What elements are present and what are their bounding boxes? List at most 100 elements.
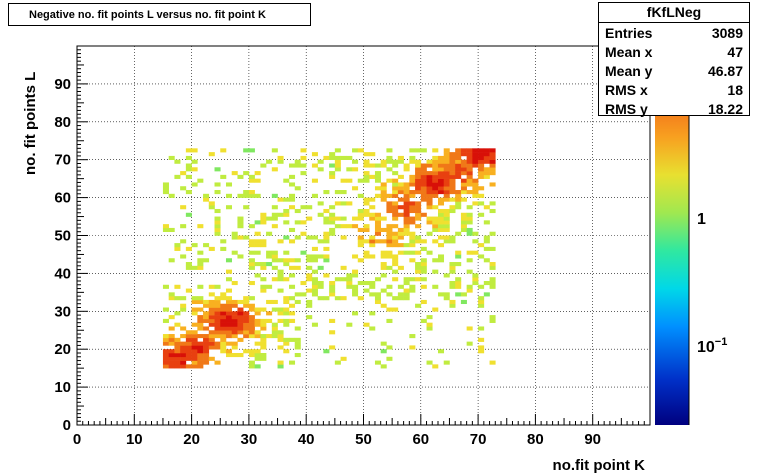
heatmap-cell — [369, 280, 376, 286]
y-tick-label: 50 — [54, 228, 71, 245]
heatmap-cell — [191, 360, 198, 365]
heatmap-cell — [478, 186, 485, 191]
heatmap-cell — [443, 360, 450, 365]
heatmap-cell — [231, 235, 238, 240]
heatmap-cell — [380, 273, 387, 278]
heatmap-cell — [266, 334, 273, 339]
heatmap-cell — [489, 318, 496, 323]
heatmap-cell — [174, 337, 181, 342]
heatmap-cell — [437, 243, 445, 248]
heatmap-cell — [168, 349, 175, 354]
heatmap-cell — [415, 178, 422, 183]
heatmap-cell — [289, 239, 296, 244]
heatmap-cell — [225, 326, 233, 331]
heatmap-cell — [266, 250, 273, 255]
heatmap-cell — [203, 345, 210, 350]
heatmap-cell — [420, 148, 427, 153]
heatmap-cell — [174, 296, 181, 301]
heatmap-cell — [352, 284, 359, 289]
heatmap-cell — [489, 201, 496, 206]
heatmap-cell — [426, 231, 433, 236]
heatmap-cell — [443, 171, 450, 176]
heatmap-cell — [409, 288, 416, 293]
heatmap-cell — [432, 148, 439, 153]
heatmap-cell — [460, 216, 467, 221]
heatmap-cell — [466, 205, 473, 210]
heatmap-cell — [243, 315, 250, 320]
heatmap-cell — [248, 322, 255, 327]
heatmap-cell — [352, 254, 359, 259]
heatmap-cell — [294, 337, 301, 342]
heatmap-cell — [174, 284, 181, 289]
heatmap-cell — [248, 148, 255, 153]
heatmap-cell — [386, 235, 393, 240]
heatmap-cell — [460, 224, 467, 229]
heatmap-cell — [334, 277, 341, 282]
x-tick-label: 90 — [584, 431, 601, 448]
heatmap-cell — [483, 167, 490, 172]
heatmap-cell — [409, 193, 416, 198]
heatmap-cell — [449, 167, 456, 172]
heatmap-cell — [329, 171, 336, 176]
heatmap-cell — [311, 235, 318, 240]
heatmap-cell — [220, 341, 227, 346]
heatmap-cell — [346, 167, 353, 172]
heatmap-cell — [323, 235, 330, 240]
heatmap-cell — [248, 315, 255, 320]
heatmap-cell — [397, 159, 404, 164]
heatmap-cell — [191, 265, 198, 270]
heatmap-cell — [426, 190, 433, 195]
heatmap-cell — [443, 159, 450, 164]
heatmap-cell — [478, 303, 485, 308]
heatmap-cell — [426, 159, 433, 164]
heatmap-cell — [271, 265, 278, 270]
heatmap-cell — [225, 341, 233, 346]
x-tick-label: 60 — [412, 431, 429, 448]
heatmap-cell — [449, 299, 456, 305]
heatmap-cell — [443, 178, 450, 183]
heatmap-cell — [271, 148, 278, 153]
heatmap-cell — [455, 280, 462, 286]
heatmap-cell — [369, 239, 376, 244]
heatmap-cell — [449, 186, 456, 191]
y-tick-label: 80 — [54, 114, 71, 131]
heatmap-cell — [277, 239, 284, 244]
heatmap-cell — [334, 159, 341, 164]
heatmap-cell — [386, 148, 393, 153]
heatmap-cell — [185, 356, 192, 361]
heatmap-cell — [191, 299, 198, 305]
heatmap-cell — [437, 258, 445, 263]
heatmap-cell — [403, 224, 410, 229]
heatmap-cell — [283, 337, 290, 342]
heatmap-cell — [168, 193, 175, 198]
heatmap-cell — [472, 273, 479, 278]
heatmap-cell — [294, 159, 301, 164]
heatmap-cell — [357, 243, 364, 248]
heatmap-cell — [374, 178, 381, 183]
heatmap-cell — [243, 318, 250, 323]
heatmap-cell — [220, 307, 227, 312]
heatmap-cell — [225, 322, 233, 327]
heatmap-cell — [340, 178, 347, 183]
heatmap-cell — [248, 326, 255, 331]
heatmap-cell — [271, 326, 278, 331]
heatmap-cell — [380, 288, 387, 293]
heatmap-cell — [283, 250, 290, 255]
heatmap-cell — [180, 345, 187, 350]
heatmap-cell — [311, 280, 318, 286]
heatmap-cell — [185, 364, 192, 369]
heatmap-cell — [231, 303, 238, 308]
heatmap-cell — [374, 171, 381, 176]
heatmap-cell — [460, 299, 467, 305]
heatmap-cell — [174, 356, 181, 361]
heatmap-cell — [174, 349, 181, 354]
heatmap-cell — [231, 311, 238, 316]
heatmap-cell — [208, 307, 215, 312]
heatmap-cell — [449, 152, 456, 157]
heatmap-cell — [306, 205, 313, 210]
heatmap-cell — [374, 216, 381, 221]
heatmap-cell — [426, 220, 433, 225]
heatmap-cell — [489, 284, 496, 289]
heatmap-cell — [409, 201, 416, 206]
heatmap-cell — [283, 299, 290, 305]
